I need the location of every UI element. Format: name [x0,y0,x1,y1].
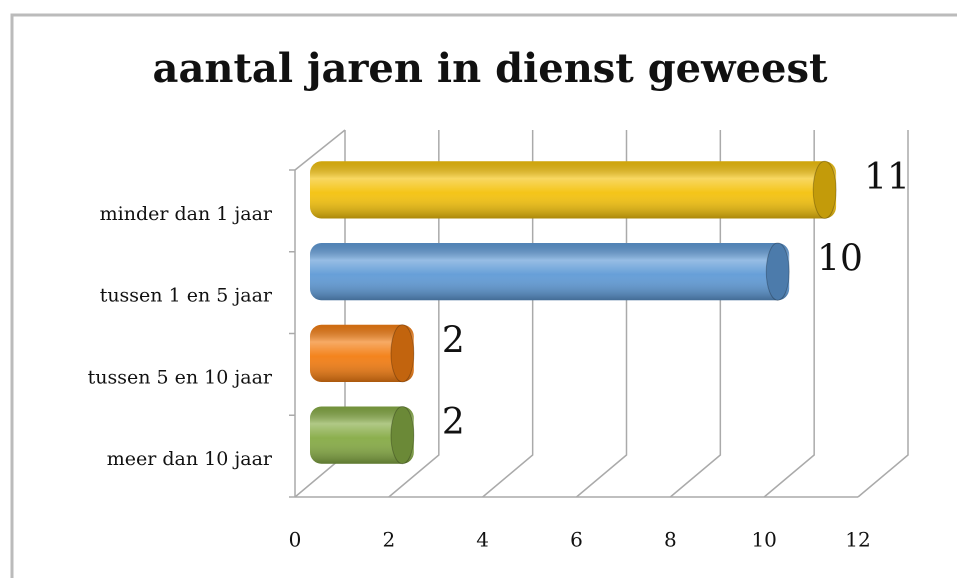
x-tick-label: 6 [570,528,583,552]
bar-cap [812,160,837,219]
grid-line [857,130,909,498]
value-label: 2 [442,320,465,361]
grid-line [763,130,815,498]
bar-cap [390,324,415,383]
bar-shade [310,406,414,464]
y-tick-label: minder dan 1 jaar [100,203,273,225]
bar-cap [765,242,790,301]
x-tick-label: 12 [845,528,870,552]
grid-line [482,130,534,498]
bar-shade [310,324,414,382]
value-label: 10 [817,239,863,280]
y-tick-label: meer dan 10 jaar [107,448,273,470]
bar-shade [310,161,837,219]
wall-edge [294,129,346,171]
grid-line [669,130,722,498]
y-tick-label: tussen 1 en 5 jaar [100,285,273,307]
chart-title: aantal jaren in dienst geweest [153,45,828,92]
grid-line [388,130,440,498]
x-tick-label: 4 [476,528,489,552]
value-label: 2 [442,402,465,443]
y-tick-label: tussen 5 en 10 jaar [88,366,273,388]
bar-shade [310,243,790,301]
x-tick-label: 8 [664,528,677,552]
x-tick-label: 10 [751,528,776,552]
frame [10,13,957,578]
value-label: 11 [864,157,910,198]
x-tick-label: 0 [289,528,302,552]
x-tick-label: 2 [382,528,395,552]
grid-line [576,130,628,498]
bar-cap [390,406,415,465]
